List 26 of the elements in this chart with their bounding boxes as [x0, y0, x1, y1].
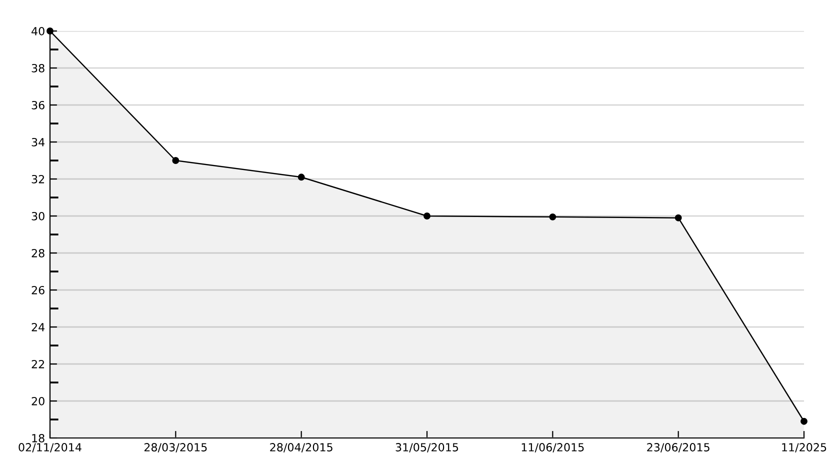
y-tick-label: 36	[32, 100, 44, 110]
x-tick-label: 23/06/2015	[647, 443, 710, 452]
point	[46, 28, 54, 34]
y-tick-label: 20	[32, 396, 44, 406]
y-tick-label: 24	[32, 322, 45, 332]
point	[800, 418, 808, 425]
y-tick-label: 30	[32, 212, 44, 220]
y-tick-label: 34	[32, 138, 45, 146]
x-tick-label: 28/04/2015	[270, 443, 332, 452]
x-tick-label: 11/2025	[782, 443, 826, 452]
y-tick-label: 32	[32, 174, 44, 184]
y-tick-label: 22	[32, 360, 44, 368]
x-tick-label: 31/05/2015	[396, 443, 458, 452]
x-tick-label: 28/03/2015	[144, 443, 207, 452]
x-tick-label: 11/06/2015	[522, 443, 584, 452]
point	[674, 214, 682, 222]
point	[172, 157, 180, 164]
y-tick-label: 28	[32, 248, 44, 258]
y-tick-label: 26	[32, 286, 44, 294]
point	[298, 174, 305, 181]
x-tick-label: 02/11/2014	[18, 443, 82, 452]
y-tick-label: 38	[32, 64, 44, 72]
y-tick-label: 18	[32, 434, 44, 442]
point	[424, 212, 430, 220]
point	[549, 213, 556, 220]
y-tick-label: 40	[32, 26, 44, 36]
